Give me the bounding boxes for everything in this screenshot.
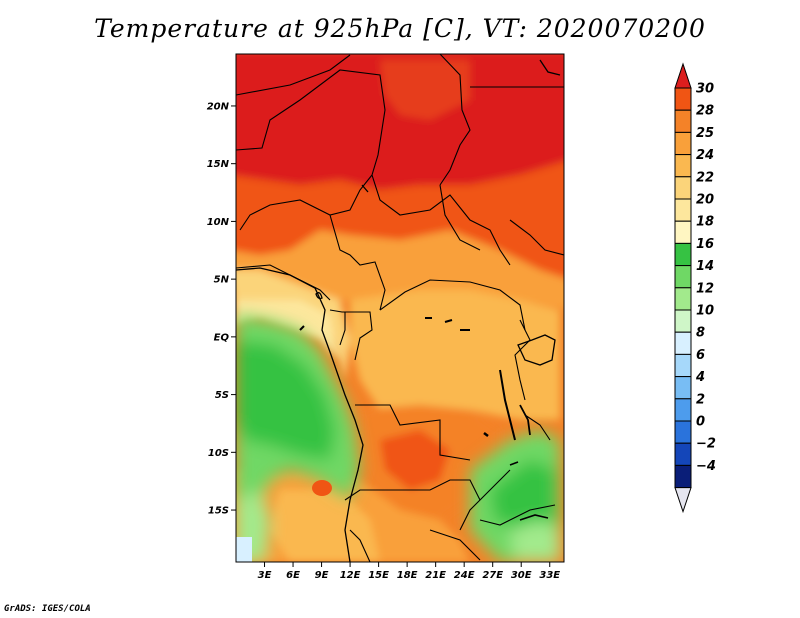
colorbar-swatch bbox=[674, 309, 692, 333]
colorbar-level-label: −4 bbox=[696, 459, 716, 474]
lat-tick-label: 5N bbox=[214, 275, 230, 286]
colorbar-level-label: 20 bbox=[696, 193, 714, 208]
colorbar-level-label: 25 bbox=[696, 126, 714, 141]
country-borders bbox=[236, 54, 564, 562]
colorbar-swatch bbox=[674, 131, 692, 156]
colorbar-swatch bbox=[674, 398, 692, 422]
colorbar-level-label: 24 bbox=[696, 148, 714, 163]
colorbar-level-label: 12 bbox=[696, 281, 714, 296]
colorbar-level-label: 10 bbox=[696, 304, 714, 319]
lon-tick-label: 3E bbox=[258, 570, 272, 581]
colorbar-level-label: 28 bbox=[696, 104, 714, 119]
lon-tick-label: 24E bbox=[454, 570, 475, 581]
colorbar-level-label: 6 bbox=[696, 348, 705, 363]
colorbar-swatch bbox=[674, 331, 692, 355]
colorbar-bottom-arrow bbox=[674, 487, 692, 514]
map-axes: 20N 15N 10N 5N EQ 5S 10S 15S 3E 6E 9E 12E 15E 18E 21E 2… bbox=[207, 101, 561, 581]
colorbar-top-arrow bbox=[674, 62, 692, 89]
coastlines bbox=[236, 59, 561, 562]
colorbar-swatch bbox=[674, 242, 692, 267]
colorbar-swatch bbox=[674, 198, 692, 222]
colorbar-swatch bbox=[674, 154, 692, 178]
colorbar-swatch bbox=[674, 265, 692, 289]
lon-tick-label: 6E bbox=[286, 570, 300, 581]
colorbar-swatch bbox=[674, 420, 692, 444]
map-frame bbox=[235, 53, 565, 563]
colorbar-level-label: 4 bbox=[695, 370, 705, 385]
colorbar-level-label: 18 bbox=[696, 215, 714, 230]
colorbar-level-label: 2 bbox=[696, 392, 705, 407]
lon-tick-label: 9E bbox=[315, 570, 329, 581]
lon-tick-label: 27E bbox=[482, 570, 503, 581]
lat-tick-label: EQ bbox=[214, 332, 230, 343]
lon-tick-label: 12E bbox=[340, 570, 361, 581]
lat-tick-label: 20N bbox=[207, 101, 230, 112]
colorbar-swatch bbox=[674, 109, 692, 133]
colorbar-swatch bbox=[674, 353, 692, 378]
colorbar-level-label: −2 bbox=[696, 437, 716, 452]
colorbar-level-label: 14 bbox=[696, 259, 714, 274]
colorbar-level-label: 0 bbox=[696, 415, 705, 430]
lat-tick-label: 15S bbox=[208, 506, 229, 517]
lon-tick-label: 33E bbox=[539, 570, 560, 581]
colorbar-swatch bbox=[674, 176, 692, 200]
lat-tick-label: 15N bbox=[207, 159, 230, 170]
grads-credit: GrADS: IGES/COLA bbox=[4, 604, 91, 614]
colorbar-swatch bbox=[674, 464, 692, 489]
lon-tick-label: 21E bbox=[425, 570, 446, 581]
colorbar-swatch bbox=[674, 442, 692, 466]
map-title: Temperature at 925hPa [C], VT: 202007020… bbox=[94, 14, 706, 43]
colorbar-swatch bbox=[674, 87, 692, 111]
colorbar-level-label: 8 bbox=[696, 326, 705, 341]
temperature-field bbox=[236, 54, 564, 562]
lat-tick-label: 5S bbox=[215, 390, 229, 401]
lon-tick-label: 30E bbox=[511, 570, 532, 581]
lon-tick-label: 18E bbox=[397, 570, 418, 581]
colorbar-swatch bbox=[674, 287, 692, 311]
colorbar-swatch bbox=[674, 376, 692, 400]
colorbar-level-label: 16 bbox=[696, 237, 714, 252]
colorbar-swatch bbox=[674, 220, 692, 244]
lon-tick-label: 15E bbox=[368, 570, 389, 581]
colorbar-level-label: 22 bbox=[696, 170, 714, 185]
colorbar-level-label: 30 bbox=[696, 82, 714, 97]
lat-tick-label: 10N bbox=[207, 217, 230, 228]
lat-tick-label: 10S bbox=[208, 448, 229, 459]
